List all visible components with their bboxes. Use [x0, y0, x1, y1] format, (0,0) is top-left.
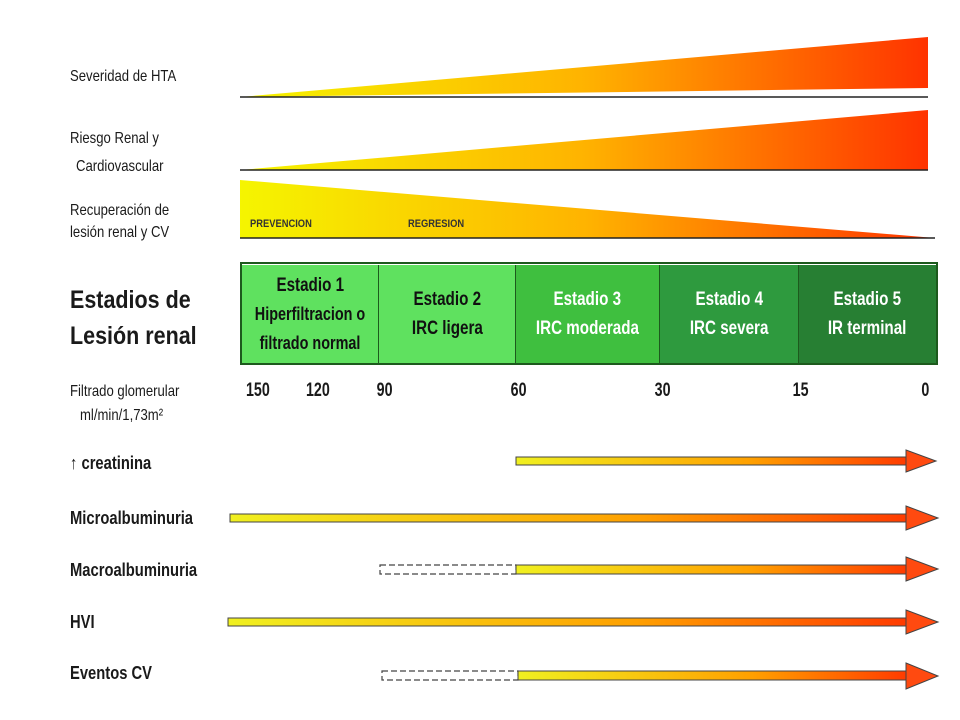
stage-4-title: Estadio 4 — [695, 289, 763, 310]
stage-2: Estadio 2 IRC ligera — [379, 265, 516, 363]
marker-eventos-cv-label: Eventos CV — [70, 663, 153, 683]
gfr-tick-15: 15 — [792, 380, 809, 401]
stage-3-title: Estadio 3 — [553, 289, 622, 310]
severity-label: Severidad de HTA — [70, 68, 177, 85]
marker-macroalbuminuria-label: Macroalbuminuria — [70, 560, 198, 580]
prevention-tag: PREVENCION — [250, 218, 312, 230]
stages-title-line1: Estadios de — [70, 286, 191, 314]
arrow-microalbuminuria — [229, 505, 940, 531]
stage-4-line2: IRC severa — [689, 318, 769, 339]
gfr-tick-90: 90 — [376, 380, 393, 401]
arrow-creatinina — [515, 449, 938, 473]
recovery-label-line2: lesión renal y CV — [70, 224, 170, 241]
recovery-wedge — [240, 180, 935, 238]
stage-2-title: Estadio 2 — [413, 289, 481, 310]
risk-wedge — [240, 110, 928, 170]
gfr-tick-0: 0 — [921, 380, 930, 401]
risk-label-line2: Cardiovascular — [76, 158, 164, 175]
stage-4: Estadio 4 IRC severa — [660, 265, 799, 363]
regression-tag: REGRESION — [408, 218, 465, 230]
stage-1-title: Estadio 1 — [276, 274, 344, 296]
gfr-label-line1: Filtrado glomerular — [70, 383, 180, 400]
stage-1-line3: filtrado normal — [259, 332, 361, 353]
gfr-tick-30: 30 — [654, 380, 671, 401]
arrow-macroalbuminuria — [379, 556, 940, 582]
arrow-hvi — [227, 609, 940, 635]
stage-5-title: Estadio 5 — [833, 289, 902, 310]
marker-creatinina-label: ↑ creatinina — [70, 453, 152, 473]
marker-hvi-label: HVI — [70, 612, 95, 632]
gfr-tick-60: 60 — [510, 380, 527, 401]
stage-5-line2: IR terminal — [828, 318, 907, 339]
severity-wedge — [240, 37, 928, 97]
recovery-label-line1: Recuperación de — [70, 202, 170, 219]
marker-microalbuminuria-label: Microalbuminuria — [70, 508, 194, 528]
stage-1: Estadio 1 Hiperfiltracion o filtrado nor… — [242, 265, 379, 363]
risk-label-line1: Riesgo Renal y — [70, 130, 159, 147]
stage-3-line2: IRC moderada — [535, 318, 640, 339]
stage-2-line2: IRC ligera — [411, 318, 483, 339]
gfr-label-line2: ml/min/1,73m² — [80, 407, 164, 424]
stage-5: Estadio 5 IR terminal — [799, 265, 936, 363]
stage-1-line2: Hiperfiltracion o — [254, 303, 366, 324]
gfr-tick-150: 150 — [245, 380, 270, 401]
gfr-tick-120: 120 — [305, 380, 330, 401]
stage-3: Estadio 3 IRC moderada — [516, 265, 660, 363]
stages-title-line2: Lesión renal — [70, 322, 197, 350]
arrow-eventos-cv — [381, 662, 940, 690]
